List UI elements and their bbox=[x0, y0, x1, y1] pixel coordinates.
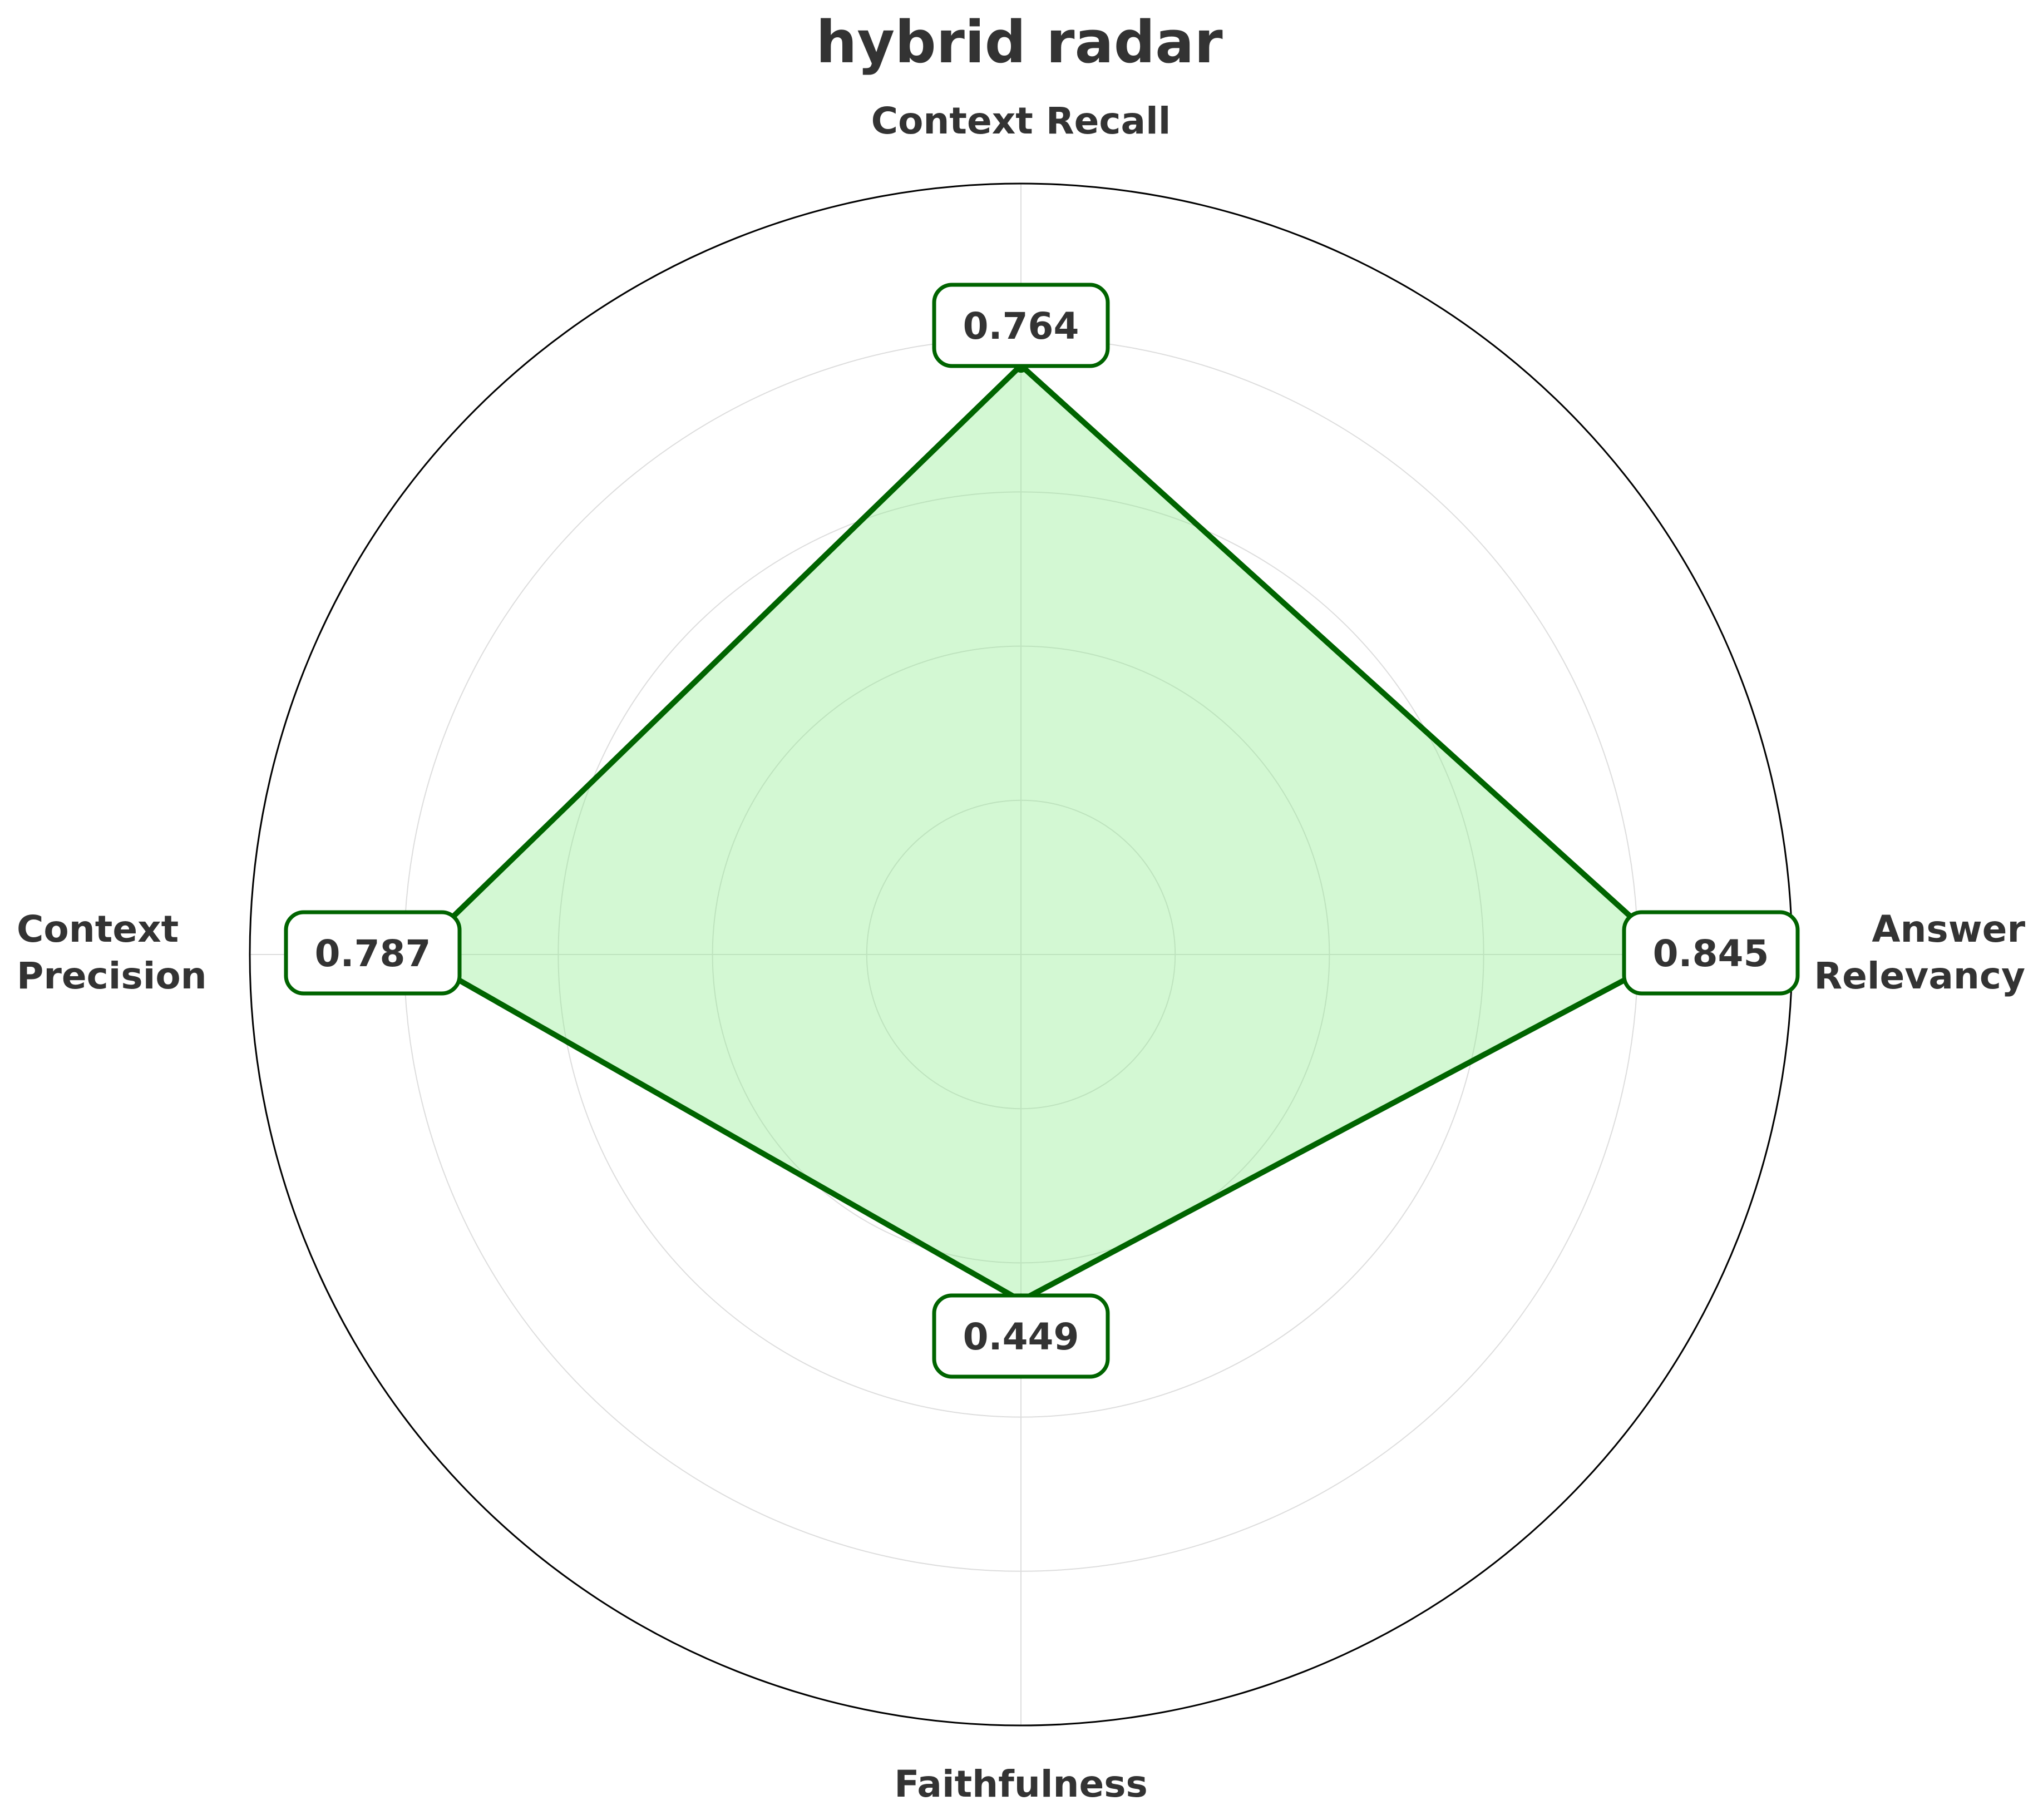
axis-label-0-line-0: Context Recall bbox=[871, 100, 1171, 142]
value-box-2 bbox=[932, 1293, 1110, 1379]
axis-label-1-line-1: Relevancy bbox=[1814, 954, 2025, 997]
axis-label-3-line-1: Precision bbox=[17, 954, 207, 997]
value-box-3 bbox=[284, 910, 462, 996]
radar-series bbox=[407, 358, 1680, 1308]
chart-title: hybrid radar bbox=[816, 8, 1222, 76]
axis-label-1-line-0: Answer bbox=[1872, 908, 2025, 951]
value-box-0 bbox=[932, 283, 1110, 368]
value-label-0: 0.764 bbox=[963, 305, 1079, 348]
value-label-2: 0.449 bbox=[963, 1315, 1079, 1358]
value-label-1: 0.845 bbox=[1653, 932, 1769, 975]
value-label-3: 0.787 bbox=[315, 932, 431, 975]
value-labels: 0.764 0.845 0.449 0.787 bbox=[284, 283, 1800, 1379]
series-area bbox=[414, 365, 1673, 1301]
axis-label-2-line-0: Faithfulness bbox=[894, 1763, 1148, 1806]
axis-label-3-line-0: Context bbox=[17, 908, 179, 951]
value-box-1 bbox=[1622, 910, 1800, 996]
